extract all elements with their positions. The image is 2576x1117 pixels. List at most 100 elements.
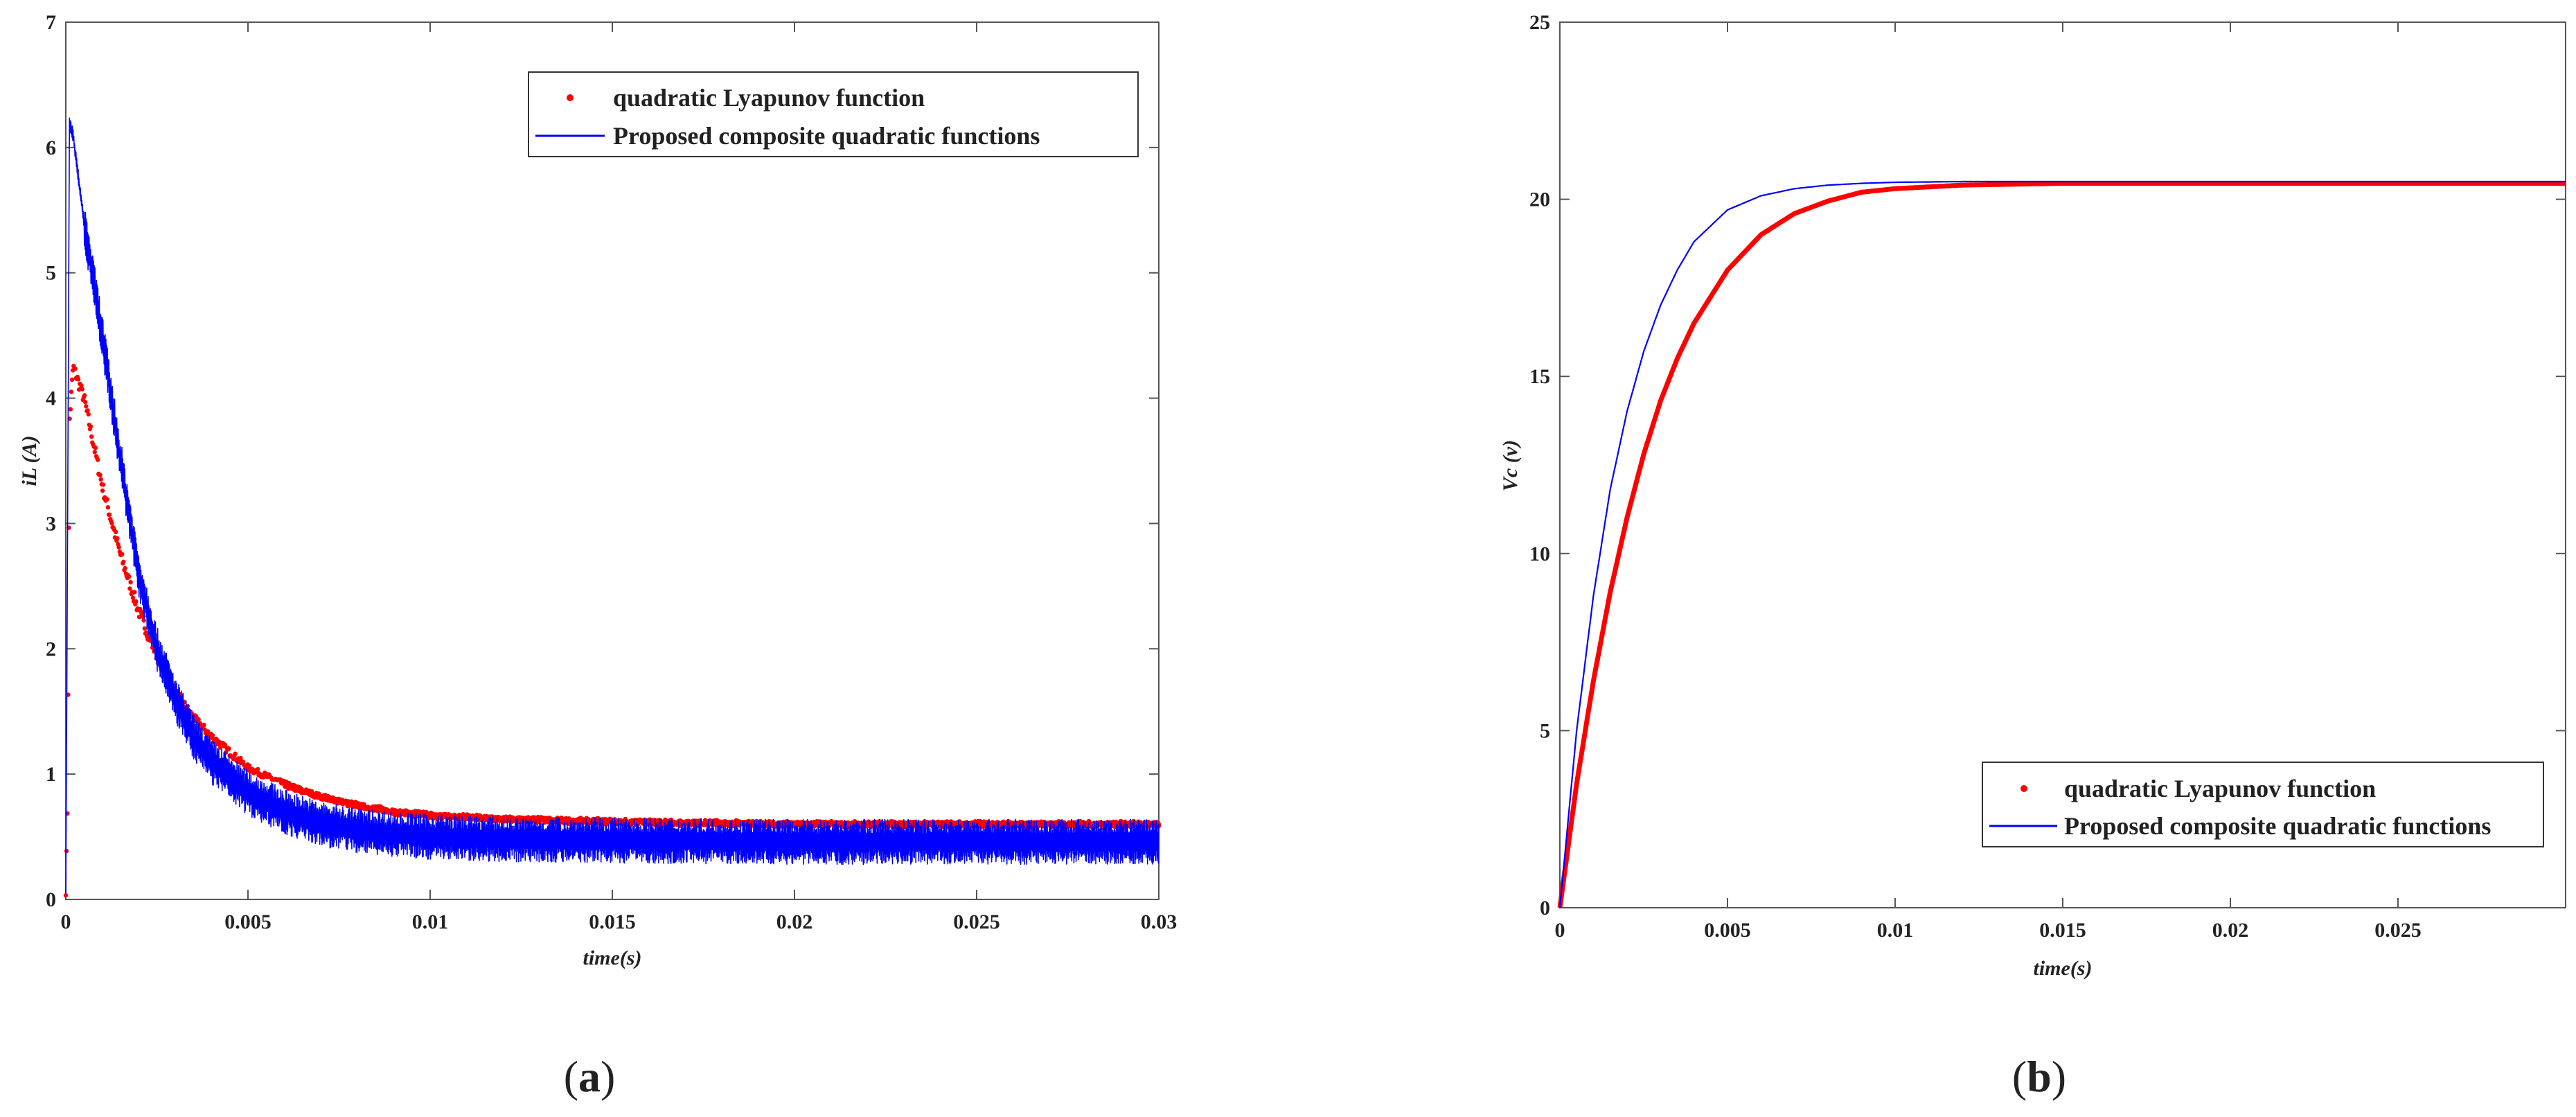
data-point bbox=[378, 804, 383, 809]
data-point bbox=[100, 482, 106, 487]
y-axis-label-a: iL (A) bbox=[18, 435, 41, 486]
legend-item-composite-b: Proposed composite quadratic functions bbox=[2064, 812, 2491, 840]
data-point bbox=[116, 545, 121, 549]
y-tick-label: 25 bbox=[1529, 11, 1550, 34]
data-point bbox=[233, 751, 238, 756]
y-axis-label-b: Vc (v) bbox=[1499, 440, 1522, 491]
legend-marker-red-b bbox=[2020, 785, 2027, 792]
data-point bbox=[344, 799, 349, 804]
x-tick-label: 0.01 bbox=[1877, 919, 1914, 942]
y-tick-label: 4 bbox=[46, 387, 56, 410]
x-tick-label: 0.025 bbox=[953, 911, 1000, 933]
data-point bbox=[226, 746, 231, 751]
x-axis-label-a: time(s) bbox=[583, 947, 642, 969]
data-point bbox=[98, 477, 103, 482]
data-point bbox=[89, 434, 94, 439]
data-point bbox=[309, 790, 314, 795]
data-point bbox=[652, 818, 657, 823]
data-point bbox=[141, 618, 146, 623]
data-point bbox=[79, 383, 84, 388]
x-tick-label: 0.02 bbox=[2212, 919, 2249, 942]
data-point bbox=[238, 755, 243, 761]
ticks-a: 0 0.005 0.01 0.015 0.02 0.025 0.03 0 1 2 3 4 5 6 7 bbox=[46, 11, 1177, 933]
data-point bbox=[361, 802, 366, 807]
data-point bbox=[88, 424, 94, 429]
data-point bbox=[127, 586, 132, 591]
data-point bbox=[1001, 819, 1006, 825]
data-point bbox=[105, 497, 109, 502]
data-point bbox=[92, 450, 97, 455]
data-point bbox=[100, 488, 105, 493]
x-tick-label: 0.01 bbox=[412, 911, 449, 933]
data-point bbox=[113, 529, 118, 534]
x-tick-label: 0.025 bbox=[2374, 919, 2422, 942]
x-tick-label: 0 bbox=[1555, 919, 1565, 942]
data-point bbox=[68, 407, 73, 412]
y-tick-label: 0 bbox=[46, 888, 56, 911]
data-point bbox=[256, 766, 260, 772]
x-tick-label: 0.02 bbox=[776, 911, 813, 933]
legend-marker-red-a bbox=[567, 94, 574, 101]
y-tick-label: 5 bbox=[1540, 719, 1550, 742]
data-point bbox=[127, 574, 132, 579]
panel-letter-b: b bbox=[2027, 1052, 2052, 1101]
data-point bbox=[93, 446, 98, 450]
legend-a: quadratic Lyapunov function Proposed com… bbox=[528, 71, 1139, 157]
data-point bbox=[83, 400, 88, 405]
data-point bbox=[115, 536, 120, 541]
y-tick-label: 15 bbox=[1529, 365, 1550, 388]
data-point bbox=[73, 367, 78, 371]
x-tick-label: 0 bbox=[61, 911, 71, 933]
data-point bbox=[63, 892, 69, 898]
legend-b: quadratic Lyapunov function Proposed com… bbox=[1982, 762, 2544, 847]
y-tick-label: 5 bbox=[46, 262, 56, 285]
plot-area-a bbox=[65, 21, 1160, 900]
data-point bbox=[120, 552, 125, 556]
data-point bbox=[210, 733, 215, 738]
data-point bbox=[80, 387, 85, 392]
data-point bbox=[98, 473, 103, 477]
data-point bbox=[123, 565, 127, 571]
data-point bbox=[284, 780, 289, 784]
data-point bbox=[69, 389, 74, 394]
legend-item-composite-a: Proposed composite quadratic functions bbox=[613, 122, 1040, 150]
data-point bbox=[86, 412, 91, 417]
x-tick-label: 0.005 bbox=[1704, 919, 1751, 942]
data-point bbox=[134, 599, 139, 604]
data-point bbox=[128, 580, 133, 585]
data-point bbox=[202, 723, 206, 728]
data-point bbox=[75, 377, 81, 382]
chart-panel-a: 0 0.005 0.01 0.015 0.02 0.025 0.03 0 1 2 3 4 5 6 7 tim… bbox=[18, 11, 1177, 1101]
y-tick-label: 10 bbox=[1529, 543, 1550, 565]
data-point bbox=[130, 595, 136, 600]
data-point bbox=[107, 512, 112, 517]
data-point bbox=[84, 404, 89, 409]
x-tick-label: 0.015 bbox=[589, 911, 636, 933]
data-point bbox=[82, 393, 87, 398]
y-tick-label: 2 bbox=[46, 637, 56, 660]
y-tick-label: 7 bbox=[46, 11, 56, 34]
data-point bbox=[109, 520, 114, 526]
legend-item-quadratic-b: quadratic Lyapunov function bbox=[2064, 775, 2376, 802]
data-point bbox=[142, 626, 147, 631]
series-a bbox=[63, 117, 1162, 898]
x-tick-label: 0.03 bbox=[1141, 911, 1178, 933]
y-tick-label: 6 bbox=[46, 137, 56, 159]
data-point bbox=[69, 377, 75, 382]
data-point bbox=[218, 745, 223, 750]
x-axis-label-b: time(s) bbox=[2034, 957, 2093, 980]
panel-label-a: (a) bbox=[564, 1052, 616, 1101]
y-tick-label: 3 bbox=[46, 512, 56, 535]
data-point bbox=[96, 457, 100, 462]
data-point bbox=[85, 408, 90, 413]
y-tick-label: 20 bbox=[1529, 188, 1550, 211]
data-point bbox=[105, 505, 111, 510]
data-point bbox=[121, 559, 126, 564]
x-tick-label: 0.015 bbox=[2039, 919, 2086, 942]
panel-label-b: (b) bbox=[2012, 1052, 2066, 1101]
y-tick-label: 0 bbox=[1540, 897, 1550, 920]
x-tick-label: 0.005 bbox=[224, 911, 272, 933]
data-point bbox=[196, 717, 201, 722]
data-point bbox=[132, 590, 137, 595]
